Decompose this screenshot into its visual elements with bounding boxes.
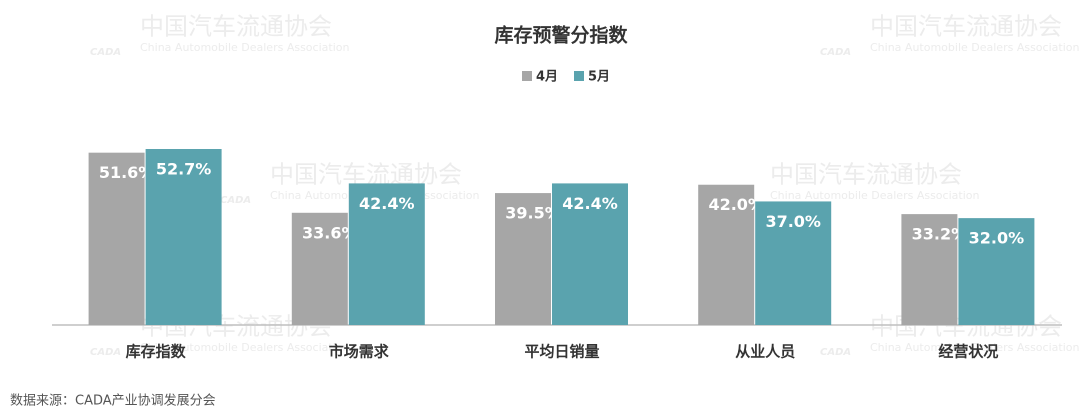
bar [755,201,832,325]
data-label: 51.6% [99,163,155,182]
watermark-subtitle: China Automobile Dealers Association [770,189,979,202]
source-note: 数据来源：CADA产业协调发展分会 [10,393,216,409]
data-label: 42.0% [708,195,764,214]
data-label: 33.2% [912,225,968,244]
bar [552,183,628,325]
watermark-subtitle: China Automobile Dealers Association [140,41,349,54]
data-label: 32.0% [969,229,1025,248]
bar [901,214,958,325]
watermark-subtitle: China Automobile Dealers Association [140,341,349,354]
bar [495,193,551,325]
bar [958,218,1035,325]
data-label: 39.5% [505,204,561,223]
bar [88,152,145,325]
data-label: 42.4% [562,194,618,213]
chart-title: 库存预警分指数 [494,24,628,47]
watermark-subtitle: China Automobile Dealers Association [870,341,1079,354]
bar [145,149,222,325]
watermark-logo: CADA [90,347,121,358]
x-tick-label: 市场需求 [329,343,390,361]
watermark-title: 中国汽车流通协会 [770,161,962,189]
watermark-logo: CADA [820,47,851,58]
x-tick-label: 库存指数 [126,343,187,361]
bar [291,212,348,325]
bar [348,183,425,325]
legend-swatch [574,71,584,81]
watermark-logo: CADA [820,347,851,358]
data-label: 42.4% [359,194,415,213]
data-label: 33.6% [302,223,358,242]
watermark-subtitle: China Automobile Dealers Association [870,41,1079,54]
legend-swatch [522,71,532,81]
watermark-logo: CADA [220,195,251,206]
data-label: 37.0% [765,212,821,231]
data-label: 52.7% [156,160,212,179]
bar [698,184,755,325]
watermark-title: 中国汽车流通协会 [870,13,1062,41]
watermark-title: 中国汽车流通协会 [140,13,332,41]
legend-label: 4月 [536,70,558,85]
legend-label: 5月 [588,70,610,85]
watermark-logo: CADA [90,47,121,58]
x-tick-label: 经营状况 [938,343,998,361]
x-tick-label: 从业人员 [735,343,795,361]
x-tick-label: 平均日销量 [524,343,599,361]
